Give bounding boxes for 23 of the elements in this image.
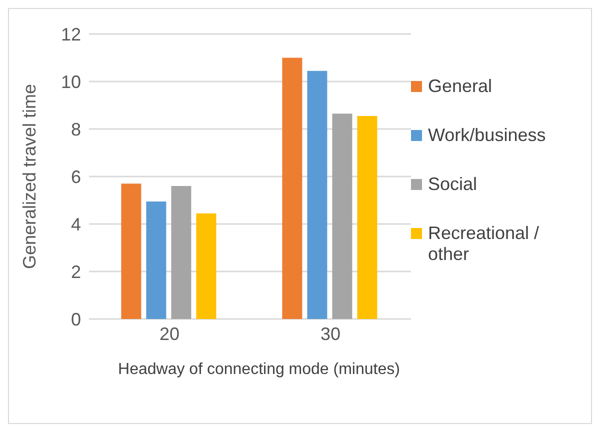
x-axis-title: Headway of connecting mode (minutes) [117,361,401,379]
legend-label: Social [428,174,478,194]
x-tick-label: 20 [159,324,180,344]
y-tick-label: 12 [60,24,81,44]
bar [307,70,328,319]
bar [171,186,192,319]
y-tick-label: 0 [70,309,81,330]
y-tick-label: 8 [70,119,81,140]
x-tick-label: 30 [320,324,341,344]
legend-label: Recreational / other [428,222,540,264]
bar [146,201,166,319]
y-axis-title: Generalized travel time [19,84,40,270]
y-tick-label: 10 [60,72,81,92]
bar [332,114,352,319]
bar [196,213,216,319]
legend-label: Work/business [428,124,547,146]
y-tick-label: 4 [70,214,81,234]
y-tick-label: 2 [70,262,81,282]
bar [282,58,302,319]
bar [357,116,378,319]
bar [121,184,142,319]
y-tick-label: 6 [70,166,81,187]
legend-label: General [428,76,494,96]
